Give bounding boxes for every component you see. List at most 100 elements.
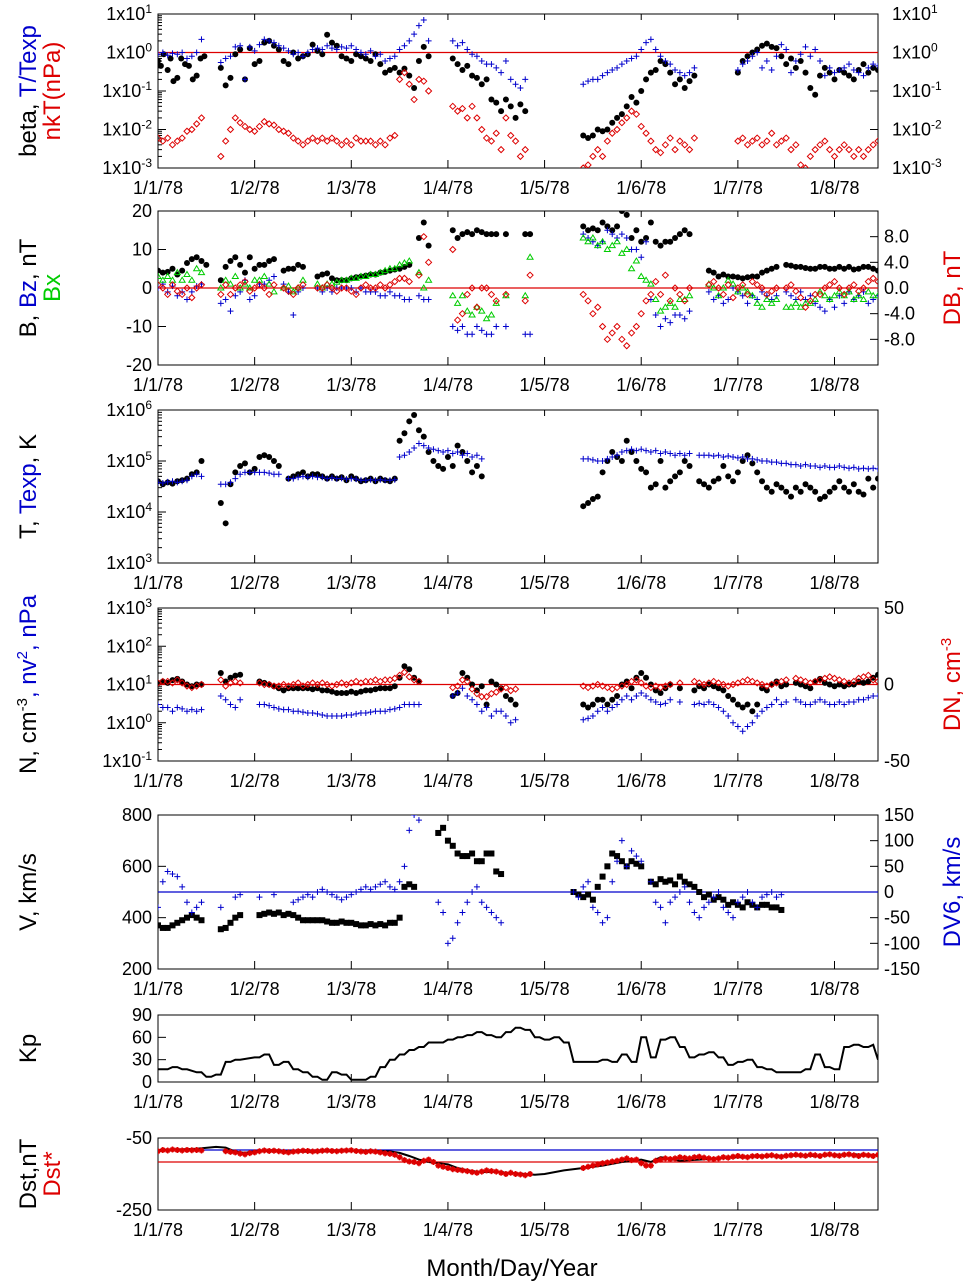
data-point bbox=[772, 284, 781, 292]
data-point bbox=[604, 701, 611, 708]
y-axis-title: V, km/s bbox=[15, 853, 42, 931]
data-point bbox=[469, 231, 476, 238]
x-tick-label: 1/4/78 bbox=[423, 375, 473, 395]
data-point bbox=[749, 455, 756, 462]
data-point bbox=[860, 61, 867, 68]
data-point bbox=[415, 75, 423, 84]
data-point bbox=[686, 1155, 693, 1162]
data-point bbox=[323, 281, 331, 289]
y-tick-label: -10 bbox=[126, 317, 152, 337]
data-point bbox=[801, 303, 810, 311]
x-tick-label: 1/1/78 bbox=[133, 1092, 183, 1112]
data-point bbox=[835, 284, 844, 292]
data-point bbox=[749, 899, 756, 906]
data-point bbox=[333, 689, 340, 696]
data-point bbox=[603, 137, 612, 145]
data-point bbox=[714, 284, 723, 292]
data-point bbox=[598, 322, 607, 331]
data-point bbox=[618, 458, 625, 464]
data-point bbox=[163, 290, 172, 299]
data-point bbox=[473, 323, 480, 330]
data-point bbox=[821, 72, 828, 79]
data-point bbox=[758, 284, 766, 292]
data-point bbox=[715, 685, 722, 692]
data-point bbox=[319, 474, 326, 481]
data-point bbox=[589, 904, 596, 911]
data-point bbox=[357, 284, 365, 292]
data-point bbox=[372, 922, 379, 929]
data-point bbox=[222, 520, 229, 527]
data-point bbox=[319, 1147, 326, 1154]
data-point bbox=[290, 51, 297, 58]
y-tick-label: 1x10-1 bbox=[102, 749, 152, 771]
data-point bbox=[333, 137, 341, 145]
data-point bbox=[749, 708, 756, 715]
data-point bbox=[729, 293, 737, 302]
data-point bbox=[773, 696, 780, 703]
data-point bbox=[797, 681, 804, 688]
data-point bbox=[377, 1149, 384, 1156]
data-point bbox=[231, 272, 240, 279]
data-point bbox=[430, 458, 437, 464]
data-point bbox=[594, 76, 601, 83]
data-point bbox=[169, 922, 176, 929]
data-point bbox=[796, 293, 805, 302]
data-point bbox=[493, 681, 500, 688]
data-point bbox=[158, 904, 161, 911]
data-point bbox=[875, 62, 878, 69]
data-point bbox=[783, 698, 790, 705]
data-point bbox=[609, 878, 616, 885]
data-point bbox=[299, 263, 306, 270]
data-point bbox=[589, 233, 597, 241]
data-point bbox=[715, 475, 722, 482]
data-point bbox=[251, 465, 258, 472]
data-point bbox=[357, 137, 365, 145]
data-point bbox=[159, 269, 166, 276]
data-point bbox=[197, 680, 206, 689]
data-point bbox=[237, 261, 244, 268]
data-point bbox=[796, 161, 805, 168]
data-point bbox=[652, 682, 660, 690]
data-point bbox=[580, 1165, 587, 1171]
data-point bbox=[193, 1147, 200, 1153]
data-point bbox=[763, 901, 770, 908]
data-point bbox=[701, 1154, 708, 1161]
data-point bbox=[295, 261, 302, 268]
data-point bbox=[859, 284, 868, 292]
data-point bbox=[647, 280, 655, 287]
y-axis-title-part: Kp bbox=[15, 1034, 42, 1063]
data-point bbox=[526, 253, 534, 260]
data-point bbox=[603, 335, 612, 344]
data-point bbox=[386, 281, 394, 289]
data-point bbox=[773, 263, 780, 270]
data-point bbox=[395, 260, 404, 268]
data-point bbox=[585, 227, 592, 234]
data-point bbox=[860, 72, 867, 79]
data-point bbox=[232, 704, 239, 711]
x-tick-label: 1/7/78 bbox=[713, 573, 763, 593]
data-point bbox=[875, 475, 878, 482]
x-tick-label: 1/3/78 bbox=[326, 375, 376, 395]
data-point bbox=[821, 137, 829, 145]
data-point bbox=[584, 161, 592, 168]
data-point bbox=[821, 698, 828, 705]
data-point bbox=[754, 904, 761, 911]
x-tick-label: 1/2/78 bbox=[230, 771, 280, 791]
data-point bbox=[701, 904, 708, 911]
data-point bbox=[618, 231, 625, 238]
data-point bbox=[469, 696, 476, 703]
data-point bbox=[376, 268, 385, 276]
data-point bbox=[802, 1152, 809, 1159]
plot-frame bbox=[157, 1137, 879, 1211]
data-point bbox=[290, 265, 297, 272]
data-point bbox=[377, 61, 384, 68]
data-point bbox=[183, 270, 191, 278]
data-point bbox=[691, 72, 698, 79]
x-tick-label: 1/2/78 bbox=[230, 375, 280, 395]
data-point bbox=[430, 446, 437, 453]
data-point bbox=[521, 145, 529, 154]
data-point bbox=[782, 303, 791, 310]
data-point bbox=[749, 1153, 756, 1160]
y-axis-title-part: , K bbox=[15, 434, 42, 463]
data-point bbox=[308, 679, 317, 687]
